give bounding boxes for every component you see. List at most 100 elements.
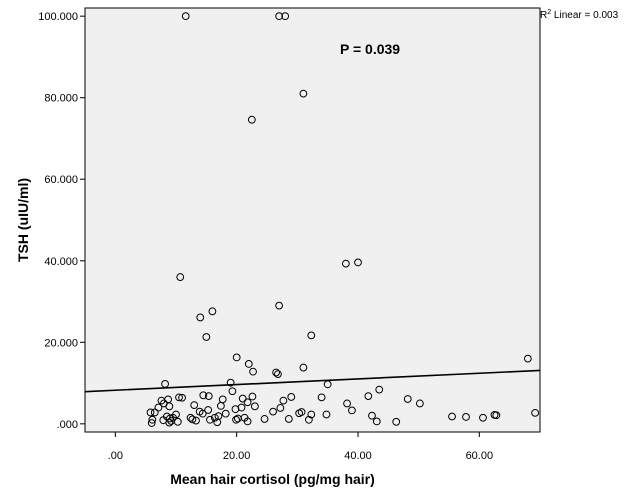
y-tick-label: .000: [57, 419, 78, 431]
data-point: [462, 413, 470, 421]
data-point: [415, 399, 424, 408]
p-value-annotation: P = 0.039: [340, 41, 400, 57]
data-point: [178, 393, 186, 402]
x-tick-label: 20.00: [223, 450, 251, 462]
data-point: [172, 410, 180, 419]
data-point: [299, 363, 308, 372]
data-point: [343, 399, 351, 408]
data-point: [214, 412, 223, 421]
data-point: [175, 393, 183, 402]
data-point: [148, 415, 157, 424]
points-group: [146, 12, 540, 427]
data-point: [348, 406, 356, 415]
data-point: [272, 368, 281, 377]
data-point: [281, 12, 290, 21]
data-point: [202, 333, 211, 341]
data-point: [276, 404, 285, 412]
x-axis-label: Mean hair cortisol (pg/mg hair): [170, 471, 375, 487]
data-point: [523, 354, 532, 363]
data-point: [287, 393, 296, 401]
data-point: [165, 418, 174, 427]
y-tick-label: 20.000: [44, 337, 78, 349]
data-point: [198, 409, 207, 418]
data-point: [206, 415, 214, 424]
data-point: [284, 415, 293, 423]
data-point: [304, 415, 313, 424]
data-point: [232, 415, 240, 424]
data-point: [196, 313, 205, 322]
tick-group: .00 20.00 40.00 60.00 .000 20.000 40.000 60.000…: [38, 11, 493, 462]
data-point: [199, 391, 208, 400]
data-point: [157, 396, 166, 405]
data-point: [250, 402, 259, 411]
data-point: [403, 395, 412, 403]
data-point: [341, 259, 350, 268]
data-point: [243, 398, 252, 407]
data-point: [165, 402, 174, 411]
data-point: [354, 258, 362, 267]
data-point: [249, 367, 257, 376]
data-point: [448, 412, 456, 421]
y-tick-label: 40.000: [44, 256, 78, 268]
data-point: [372, 417, 381, 426]
data-point: [297, 408, 306, 416]
data-point: [275, 12, 284, 21]
data-point: [210, 413, 219, 422]
data-point: [299, 89, 308, 98]
data-point: [188, 415, 197, 424]
data-point: [307, 331, 316, 340]
data-point: [269, 407, 277, 416]
y-tick-label: 100.000: [38, 11, 78, 23]
data-point: [150, 408, 159, 417]
data-point: [375, 385, 384, 394]
data-point: [216, 402, 225, 410]
data-point: [190, 401, 199, 409]
data-point: [243, 417, 252, 426]
data-point: [244, 360, 253, 368]
data-point: [208, 307, 217, 316]
data-point: [154, 403, 163, 412]
data-point: [226, 378, 235, 387]
data-point: [221, 409, 230, 418]
data-point: [531, 408, 540, 417]
data-point: [192, 416, 200, 425]
data-point: [176, 273, 185, 281]
data-point: [247, 115, 256, 124]
data-point: [213, 418, 222, 427]
data-point: [274, 370, 282, 379]
y-axis-label: TSH (uIU/ml): [15, 178, 31, 262]
data-point: [232, 353, 241, 362]
y-tick-label: 60.000: [44, 174, 78, 186]
data-point: [368, 411, 376, 420]
data-point: [228, 387, 237, 396]
data-point: [392, 417, 401, 426]
plot-area: [84, 7, 541, 433]
data-point: [181, 12, 190, 21]
data-point: [364, 392, 373, 401]
data-point: [231, 405, 240, 414]
data-point: [147, 419, 156, 427]
data-point: [275, 301, 284, 310]
r2-superscript: 2: [547, 9, 551, 16]
x-tick-label: 40.00: [344, 450, 372, 462]
data-point: [317, 393, 326, 402]
data-point: [238, 394, 247, 403]
data-point: [248, 392, 257, 401]
data-point: [279, 396, 288, 405]
data-point: [204, 392, 213, 401]
r2-suffix: Linear = 0.003: [551, 10, 618, 21]
data-point: [204, 406, 213, 414]
data-point: [146, 408, 155, 417]
data-point: [479, 413, 487, 422]
fit-line: [84, 369, 541, 393]
r2-annotation: R2 Linear = 0.003: [540, 9, 619, 21]
data-point: [322, 410, 331, 419]
x-tick-label: .00: [108, 450, 123, 462]
y-tick-label: 80.000: [44, 93, 78, 105]
data-point: [492, 411, 501, 420]
data-point: [173, 417, 182, 426]
x-tick-label: 60.00: [466, 450, 494, 462]
data-point: [260, 415, 269, 423]
r2-prefix: R: [540, 10, 547, 21]
